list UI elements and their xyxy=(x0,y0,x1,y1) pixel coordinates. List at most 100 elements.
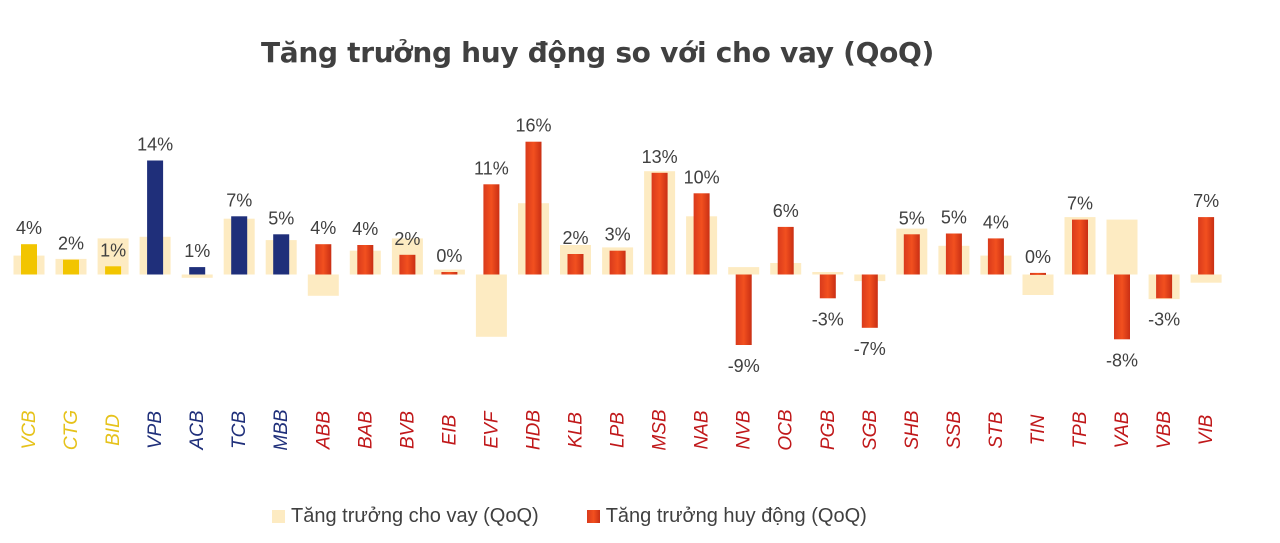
deposit-growth-bar xyxy=(483,184,500,275)
data-label: -7% xyxy=(854,339,886,359)
deposit-growth-bar xyxy=(105,266,122,275)
category-label: SGB xyxy=(860,410,881,450)
category-label: TCB xyxy=(229,411,250,449)
deposit-growth-bar xyxy=(147,160,164,275)
legend-item-deposit: Tăng trưởng huy động (QoQ) xyxy=(586,505,867,528)
deposit-growth-bar xyxy=(567,254,584,275)
deposit-growth-bar xyxy=(735,274,752,345)
data-label: 5% xyxy=(268,208,294,228)
deposit-growth-bar xyxy=(357,245,374,275)
category-label: OCB xyxy=(776,409,797,451)
deposit-growth-bar xyxy=(1156,274,1173,299)
category-label: VAB xyxy=(1112,411,1133,448)
data-label: 0% xyxy=(436,246,462,266)
deposit-growth-bar xyxy=(987,238,1004,275)
category-label: NVB xyxy=(734,410,755,449)
data-label: 14% xyxy=(137,135,173,155)
data-label: 10% xyxy=(684,167,720,187)
data-label: 1% xyxy=(184,241,210,261)
legend-swatch-deposit xyxy=(586,510,600,523)
category-label: SSB xyxy=(944,411,965,449)
deposit-growth-bar xyxy=(1114,274,1130,340)
deposit-growth-bar xyxy=(1198,217,1215,275)
category-label: TPB xyxy=(1070,411,1091,448)
chart-title: Tăng trưởng huy động so với cho vay (QoQ… xyxy=(260,36,935,69)
category-label: SHB xyxy=(902,410,923,449)
category-label: PGB xyxy=(818,410,839,450)
deposit-growth-bar xyxy=(525,141,542,275)
data-label: 4% xyxy=(352,219,378,239)
category-label: MBB xyxy=(271,409,292,451)
data-label: 4% xyxy=(16,218,42,238)
data-label: -3% xyxy=(1148,309,1180,329)
loan-growth-bar xyxy=(475,274,507,337)
deposit-growth-bar xyxy=(819,274,836,299)
data-label: 4% xyxy=(983,212,1009,232)
category-label: HDB xyxy=(524,410,545,450)
loan-growth-bar xyxy=(181,274,213,278)
deposit-growth-bar xyxy=(63,259,79,275)
category-label: BID xyxy=(103,414,124,446)
category-label: KLB xyxy=(566,412,587,448)
category-label: VPB xyxy=(145,411,166,449)
deposit-growth-bar xyxy=(609,250,626,275)
data-label: 5% xyxy=(941,208,967,228)
data-label: 16% xyxy=(515,116,551,136)
deposit-growth-bar xyxy=(231,216,248,275)
legend-label-loan: Tăng trưởng cho vay (QoQ) xyxy=(291,505,539,527)
loan-growth-bar xyxy=(1106,219,1138,275)
category-label: NAB xyxy=(692,410,713,449)
data-label: -3% xyxy=(812,309,844,329)
category-label: ABB xyxy=(313,411,334,450)
data-label: 13% xyxy=(642,147,678,167)
category-label: ACB xyxy=(187,410,208,450)
deposit-growth-bar xyxy=(693,193,710,275)
deposit-growth-bar xyxy=(315,244,332,275)
data-label: 1% xyxy=(100,240,126,260)
loan-growth-bar xyxy=(812,272,844,275)
loan-growth-bar xyxy=(1022,274,1054,295)
deposit-growth-bar xyxy=(189,267,206,275)
deposit-growth-bar xyxy=(945,233,962,275)
data-label: -9% xyxy=(728,356,760,376)
category-label: EVF xyxy=(481,410,502,448)
deposit-growth-bar xyxy=(651,172,668,275)
category-label: BVB xyxy=(397,411,418,449)
loan-growth-bar xyxy=(1190,274,1222,283)
deposit-growth-bar xyxy=(1072,219,1088,275)
deposit-growth-bar xyxy=(441,272,458,275)
category-label: VCB xyxy=(19,410,40,449)
category-label: VBB xyxy=(1154,411,1175,449)
loan-growth-bar xyxy=(307,274,339,296)
deposit-growth-bar xyxy=(903,234,920,275)
category-label: STB xyxy=(986,411,1007,448)
category-label: TIN xyxy=(1028,414,1049,445)
legend-item-loan: Tăng trưởng cho vay (QoQ) xyxy=(272,505,539,528)
category-label: LPB xyxy=(608,412,629,448)
data-label: 7% xyxy=(1193,191,1219,211)
data-label: 6% xyxy=(773,201,799,221)
bar-chart: 4% VCB 2% CTG 1% BID 14% VPB 1% ACB 7% TCB 5% MBB 4% AB… xyxy=(13,116,1222,451)
deposit-growth-bar xyxy=(861,274,878,328)
data-label: 2% xyxy=(58,234,84,254)
category-label: CTG xyxy=(61,410,82,450)
data-label: 0% xyxy=(1025,247,1051,267)
data-label: 2% xyxy=(394,229,420,249)
legend-label-deposit: Tăng trưởng huy động (QoQ) xyxy=(605,505,867,527)
data-label: 7% xyxy=(1067,194,1093,214)
data-label: 7% xyxy=(226,190,252,210)
chart-legend: Tăng trưởng cho vay (QoQ) Tăng trưởng hu… xyxy=(272,505,867,528)
data-label: 4% xyxy=(310,218,336,238)
category-label: VIB xyxy=(1196,414,1217,445)
data-label: 3% xyxy=(605,225,631,245)
category-label: BAB xyxy=(355,411,376,449)
category-label: EIB xyxy=(439,414,460,445)
deposit-growth-bar xyxy=(777,226,794,275)
deposit-growth-bar xyxy=(1030,272,1046,275)
data-label: 2% xyxy=(562,228,588,248)
data-label: -8% xyxy=(1106,350,1138,370)
category-label: MSB xyxy=(650,409,671,451)
deposit-growth-bar xyxy=(273,234,290,275)
deposit-growth-bar xyxy=(21,244,37,275)
